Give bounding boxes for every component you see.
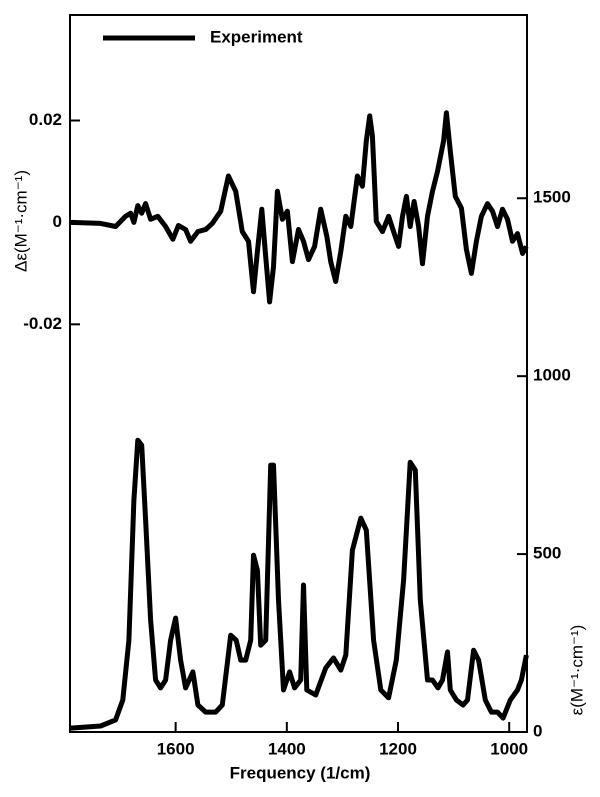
y-tick-label: 0.02 [29, 110, 62, 129]
spectrum-line [70, 437, 529, 731]
legend-label: Experiment [210, 27, 303, 46]
y-tick-label: 0 [53, 212, 62, 231]
y2-tick-label: 500 [533, 544, 561, 563]
y2-tick-label: 1500 [533, 188, 571, 207]
x-tick-label: 1600 [157, 739, 195, 758]
y2-tick-label: 1000 [533, 366, 571, 385]
plot-frame [69, 14, 528, 733]
x-tick-label: 1200 [379, 739, 417, 758]
y-axis-label: Δε(M⁻¹·cm⁻¹) [11, 170, 30, 272]
y-tick-label: -0.02 [23, 314, 62, 333]
y2-axis-label: ε(M⁻¹·cm⁻¹) [567, 625, 586, 716]
x-tick-label: 1000 [490, 739, 528, 758]
spectrum-line [70, 110, 529, 305]
y2-tick-label: 0 [533, 721, 542, 740]
x-axis-label: Frequency (1/cm) [230, 763, 371, 782]
x-tick-label: 1400 [268, 739, 306, 758]
